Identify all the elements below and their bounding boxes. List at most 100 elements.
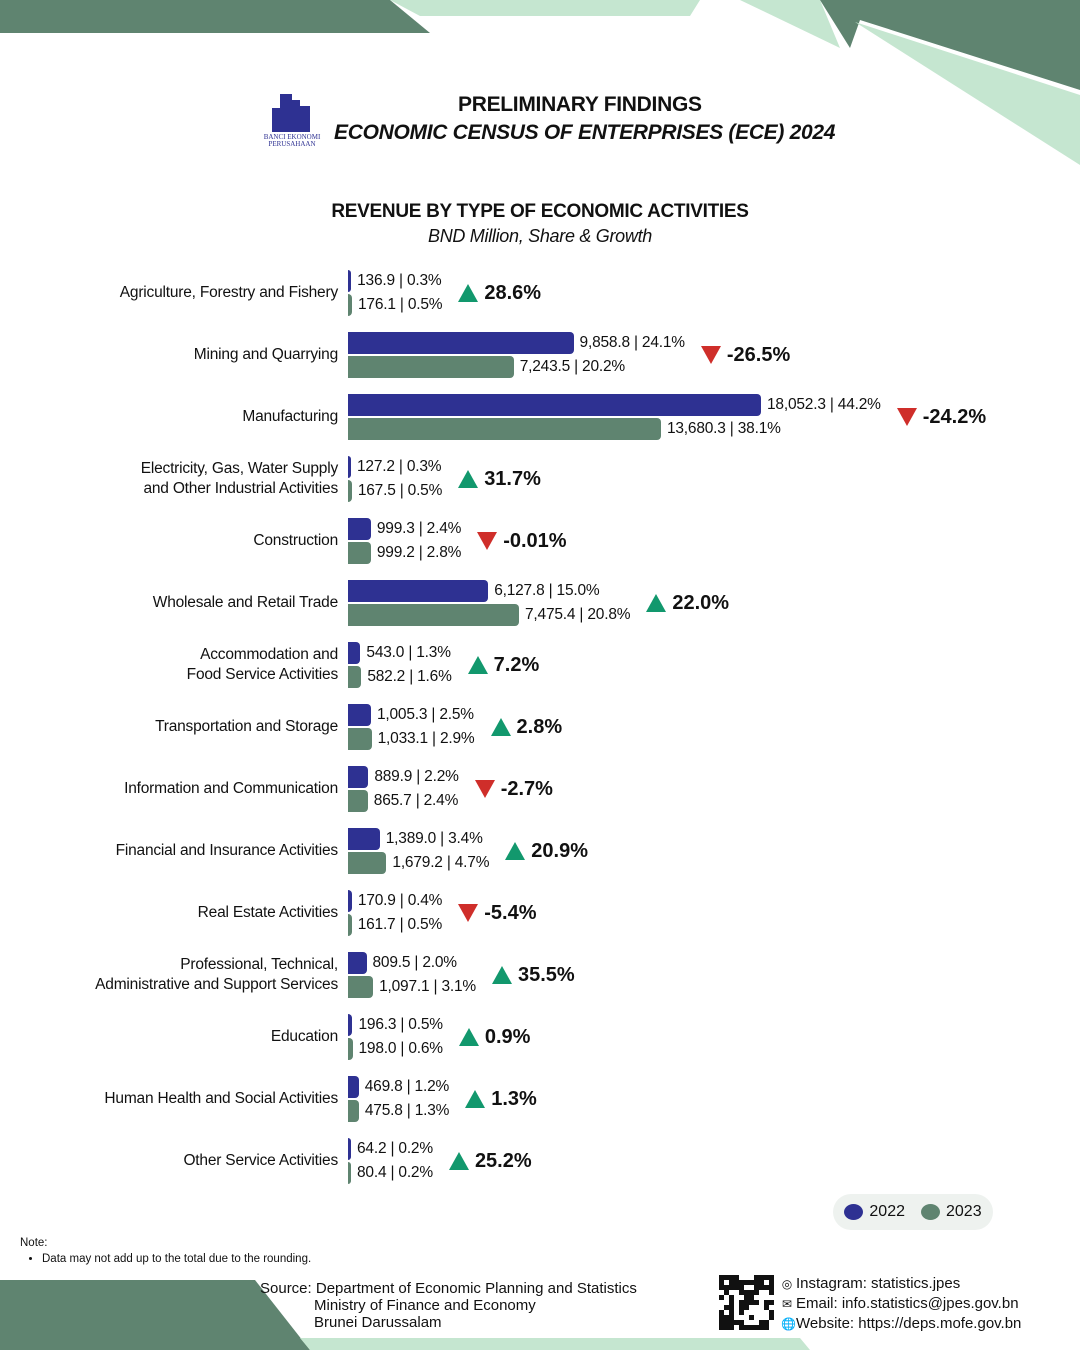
svg-text:PERUSAHAAN: PERUSAHAAN <box>268 140 315 148</box>
bar-value-label: 7,475.4 | 20.8% <box>525 606 631 623</box>
bar-2023 <box>348 356 514 378</box>
website-text: Website: https://deps.mofe.gov.bn <box>796 1315 1022 1332</box>
source: Source: Department of Economic Planning … <box>260 1280 637 1331</box>
bar-value-label: 889.9 | 2.2% <box>374 768 459 785</box>
growth-indicator: -26.5% <box>700 344 790 367</box>
note-label: Note: <box>20 1237 48 1249</box>
source-line: Source: Department of Economic Planning … <box>260 1280 637 1297</box>
qr-code[interactable] <box>719 1275 774 1330</box>
bar-value-label: 136.9 | 0.3% <box>357 272 442 289</box>
bar-2022 <box>348 890 352 912</box>
arrow-up-icon <box>458 284 479 302</box>
arrow-up-icon <box>467 656 488 674</box>
chart-row: Financial and Insurance Activities 1,389.… <box>0 826 1080 876</box>
bar-value-label: 167.5 | 0.5% <box>357 482 443 499</box>
growth-value: -24.2% <box>922 405 987 428</box>
bar-value-label: 1,389.0 | 3.4% <box>385 830 483 847</box>
category-label: Manufacturing <box>242 408 338 425</box>
bar-2023 <box>348 1038 353 1060</box>
email-link[interactable]: ✉ Email: info.statistics@jpes.gov.bn <box>781 1294 1021 1314</box>
chart-row: Education 196.3 | 0.5% 198.0 | 0.6% 0.9% <box>0 1012 1080 1062</box>
arrow-down-icon <box>896 408 917 426</box>
bar-value-label: 127.2 | 0.3% <box>357 458 442 475</box>
bar-2023 <box>348 914 352 936</box>
chart-row: Agriculture, Forestry and Fishery 136.9 |… <box>0 268 1080 318</box>
header-title: PRELIMINARY FINDINGS <box>458 93 702 116</box>
category-label: Other Service Activities <box>183 1152 338 1169</box>
bar-value-label: 64.2 | 0.2% <box>357 1140 433 1157</box>
bar-value-label: 6,127.8 | 15.0% <box>494 582 600 599</box>
growth-indicator: 1.3% <box>465 1088 537 1111</box>
bar-2023 <box>348 418 661 440</box>
growth-value: 2.8% <box>516 715 563 738</box>
category-label: Professional, Technical, Administrative … <box>95 956 338 993</box>
bar-2022 <box>348 828 380 850</box>
bar-2022 <box>348 952 367 974</box>
bar-2022 <box>348 332 574 354</box>
bar-value-label: 80.4 | 0.2% <box>357 1164 433 1181</box>
legend-item-2022: 2022 <box>844 1203 905 1221</box>
bar-value-label: 999.3 | 2.4% <box>376 520 462 537</box>
bar-2023 <box>348 542 371 564</box>
growth-indicator: -5.4% <box>458 902 537 925</box>
bar-value-label: 176.1 | 0.5% <box>358 296 443 313</box>
email-text: Email: info.statistics@jpes.gov.bn <box>796 1295 1019 1312</box>
growth-indicator: 31.7% <box>458 468 541 491</box>
bar-2022 <box>348 1138 351 1160</box>
growth-value: -2.7% <box>500 777 553 800</box>
growth-value: 7.2% <box>493 653 540 676</box>
source-line: Brunei Darussalam <box>314 1314 442 1331</box>
category-label: Financial and Insurance Activities <box>115 842 339 859</box>
growth-indicator: 2.8% <box>490 715 563 739</box>
chart-subtitle: BND Million, Share & Growth <box>428 226 652 246</box>
growth-indicator: 35.5% <box>491 963 575 987</box>
bar-2022 <box>348 270 352 292</box>
arrow-down-icon <box>474 780 495 798</box>
bar-2022 <box>348 456 351 478</box>
bar-2022 <box>348 518 371 540</box>
arrow-down-icon <box>477 532 498 550</box>
bar-2022 <box>348 704 371 726</box>
instagram-text: Instagram: statistics.jpes <box>796 1275 961 1292</box>
category-label: Construction <box>253 532 338 549</box>
chart-row: Accommodation and Food Service Activitie… <box>0 640 1080 690</box>
bar-value-label: 161.7 | 0.5% <box>357 916 443 933</box>
bar-value-label: 582.2 | 1.6% <box>367 668 452 685</box>
bar-2023 <box>348 790 368 812</box>
bar-2023 <box>348 604 520 626</box>
header-subtitle: ECONOMIC CENSUS OF ENTERPRISES (ECE) 202… <box>334 121 836 144</box>
legend-swatch <box>844 1204 864 1220</box>
instagram-link[interactable]: ◎ Instagram: statistics.jpes <box>781 1274 1021 1294</box>
arrow-up-icon <box>490 718 511 736</box>
arrow-up-icon <box>448 1152 469 1170</box>
arrow-up-icon <box>465 1090 486 1108</box>
svg-text:BANCI EKONOMI: BANCI EKONOMI <box>264 133 321 141</box>
bar-2023 <box>348 852 387 874</box>
website-link[interactable]: 🌐 Website: https://deps.mofe.gov.bn <box>781 1314 1021 1334</box>
bar-value-label: 18,052.3 | 44.2% <box>767 396 881 413</box>
growth-value: 31.7% <box>484 467 541 490</box>
bar-value-label: 865.7 | 2.4% <box>373 792 459 809</box>
arrow-up-icon <box>646 594 667 612</box>
bar-value-label: 9,858.8 | 24.1% <box>579 334 686 351</box>
chart-row: Real Estate Activities 170.9 | 0.4% 161.7 … <box>0 888 1080 938</box>
chart-row: Human Health and Social Activities 469.8 … <box>0 1074 1080 1124</box>
growth-value: 28.6% <box>484 281 542 304</box>
bar-2022 <box>348 766 369 788</box>
legend-label: 2022 <box>869 1203 905 1220</box>
bar-2022 <box>348 580 489 602</box>
globe-icon: 🌐 <box>781 1317 796 1331</box>
chart-row: Wholesale and Retail Trade 6,127.8 | 15.0… <box>0 578 1080 628</box>
bar-value-label: 13,680.3 | 38.1% <box>666 420 781 437</box>
legend-label: 2023 <box>946 1203 982 1220</box>
bar-2023 <box>348 1162 351 1184</box>
bar-value-label: 196.3 | 0.5% <box>358 1016 443 1033</box>
growth-value: 35.5% <box>517 963 575 986</box>
growth-value: -0.01% <box>503 529 567 552</box>
bar-value-label: 1,005.3 | 2.5% <box>376 706 474 723</box>
bar-2023 <box>348 480 352 502</box>
source-line: Ministry of Finance and Economy <box>314 1297 536 1314</box>
growth-value: 1.3% <box>491 1087 537 1110</box>
email-icon: ✉ <box>781 1297 793 1311</box>
